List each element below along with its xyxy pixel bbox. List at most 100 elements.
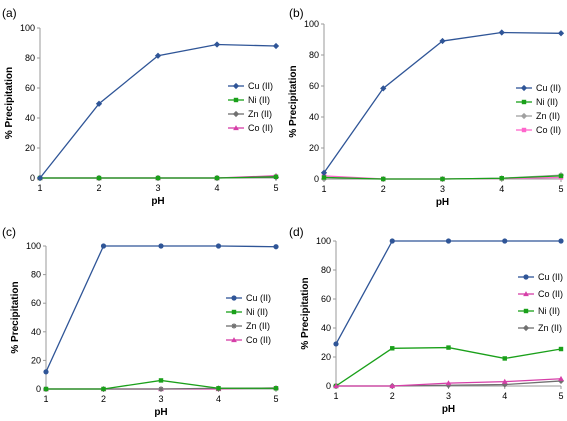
data-point	[333, 341, 339, 347]
x-tick-label: 2	[390, 391, 395, 401]
data-point	[158, 243, 164, 249]
x-tick-label: 4	[214, 183, 219, 193]
legend-label: Ni (II)	[246, 307, 268, 317]
legend-label: Co (II)	[538, 289, 563, 299]
legend-marker	[520, 84, 528, 92]
y-tick-label: 40	[25, 113, 35, 123]
data-point	[439, 37, 446, 45]
data-point	[390, 346, 395, 351]
y-tick-label: 100	[316, 236, 331, 246]
data-point	[445, 380, 452, 386]
legend-marker	[521, 127, 527, 133]
x-tick-label: 3	[158, 394, 163, 404]
data-point	[499, 176, 504, 181]
legend-label: Zn (II)	[536, 111, 560, 121]
legend-label: Cu (II)	[246, 293, 271, 303]
y-tick-label: 0	[326, 381, 331, 391]
x-tick-label: 1	[321, 184, 326, 194]
x-tick-label: 5	[558, 184, 563, 194]
chart-panel: (a) 0 20 40 60 80 100 1 2 3 4 5 pH % Precipitation Cu …	[2, 6, 280, 207]
data-point	[272, 42, 280, 50]
x-tick-label: 2	[96, 183, 101, 193]
data-point	[96, 175, 102, 181]
chart-panel: (b) 0 20 40 60 80 100 1 2 3 4 5 pH % Precipitation Cu …	[288, 6, 565, 208]
data-point	[502, 238, 508, 244]
series-line	[39, 43, 277, 179]
legend-label: Co (II)	[248, 123, 273, 133]
x-tick-label: 5	[558, 391, 563, 401]
y-tick-label: 80	[31, 270, 41, 280]
x-tick-label: 1	[37, 183, 42, 193]
data-point	[36, 174, 44, 182]
y-tick-label: 20	[321, 352, 331, 362]
data-point	[501, 378, 508, 384]
y-tick-label: 100	[20, 23, 35, 33]
data-point	[557, 30, 565, 37]
data-point	[389, 383, 396, 389]
y-tick-label: 0	[30, 173, 35, 183]
legend-label: Ni (II)	[536, 97, 558, 107]
legend-label: Zn (II)	[538, 323, 562, 333]
legend-label: Co (II)	[536, 125, 561, 135]
x-axis-title: pH	[154, 407, 167, 418]
panel-label: (c)	[2, 225, 16, 239]
legend-marker	[233, 125, 239, 131]
y-tick-label: 80	[309, 50, 319, 60]
data-point	[216, 386, 221, 391]
data-point	[273, 244, 279, 250]
y-tick-label: 80	[25, 53, 35, 63]
y-tick-label: 40	[31, 327, 41, 337]
data-point	[158, 378, 164, 383]
legend-marker	[232, 82, 240, 90]
legend-marker	[523, 308, 529, 314]
y-axis-title: % Precipitation	[288, 65, 299, 137]
legend-marker	[231, 309, 237, 315]
data-point	[100, 243, 107, 249]
y-tick-label: 0	[36, 384, 41, 394]
data-point	[215, 243, 222, 249]
data-point	[446, 345, 451, 350]
legend-marker	[231, 295, 237, 301]
x-tick-label: 1	[43, 394, 48, 404]
x-tick-label: 2	[101, 394, 106, 404]
legend-marker	[520, 112, 528, 120]
data-point	[445, 238, 452, 244]
data-point	[43, 369, 49, 375]
x-tick-label: 4	[502, 391, 507, 401]
data-point	[381, 176, 386, 182]
data-point	[558, 346, 564, 352]
y-tick-label: 0	[314, 174, 319, 184]
data-point	[440, 176, 445, 182]
legend-marker	[232, 110, 240, 118]
x-axis-title: pH	[436, 197, 449, 208]
data-point	[333, 383, 339, 389]
legend-marker	[522, 324, 530, 332]
y-tick-label: 40	[309, 112, 319, 122]
y-axis-title: % Precipitation	[300, 277, 311, 349]
legend-marker	[233, 97, 239, 103]
x-tick-label: 3	[440, 184, 445, 194]
chart-panel: (c) 0 20 40 60 80 100 1 2 3 4 5 pH % Precipitation Cu …	[2, 225, 279, 418]
x-tick-label: 5	[273, 394, 278, 404]
legend-label: Cu (II)	[248, 81, 273, 91]
panel-label: (a)	[2, 6, 17, 20]
data-point	[320, 169, 328, 176]
data-point	[498, 29, 505, 36]
y-tick-label: 60	[31, 298, 41, 308]
legend-label: Cu (II)	[538, 272, 563, 282]
data-point	[273, 174, 279, 180]
panel-label: (d)	[289, 225, 304, 239]
y-axis-title: % Precipitation	[4, 67, 15, 139]
legend-label: Cu (II)	[536, 83, 561, 93]
x-tick-label: 3	[446, 391, 451, 401]
y-tick-label: 80	[321, 265, 331, 275]
y-tick-label: 40	[321, 323, 331, 333]
legend-label: Ni (II)	[538, 306, 560, 316]
data-point	[101, 386, 106, 392]
y-tick-label: 100	[304, 19, 319, 29]
legend-label: Zn (II)	[246, 321, 270, 331]
series-line	[45, 245, 277, 373]
data-point	[213, 41, 221, 48]
data-point	[558, 238, 564, 244]
